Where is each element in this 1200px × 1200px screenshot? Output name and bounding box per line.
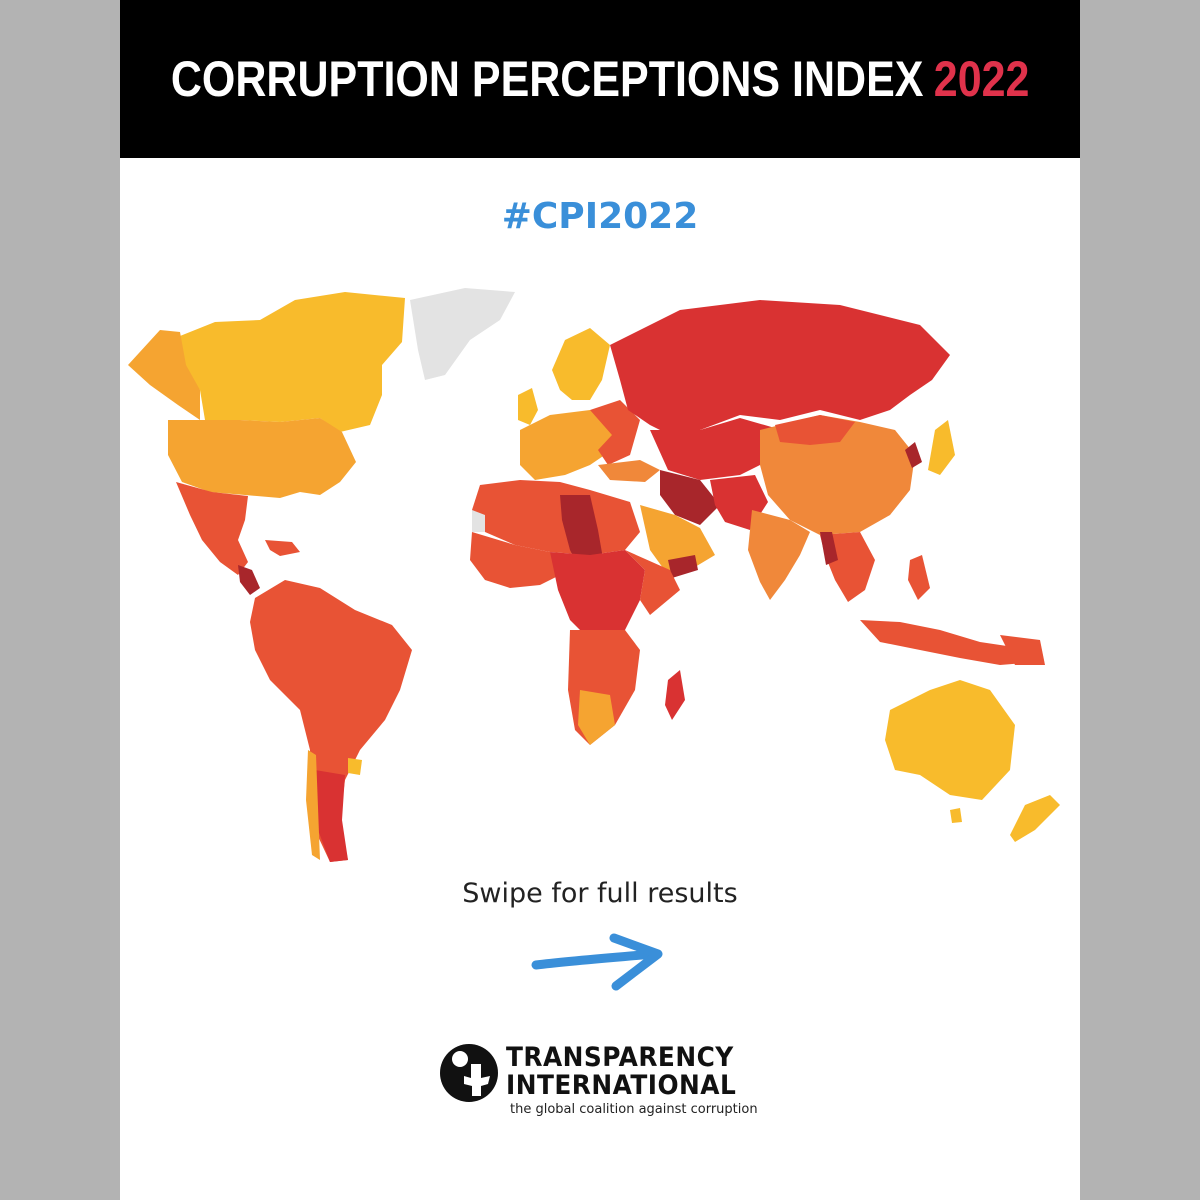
region-papua xyxy=(1000,635,1045,665)
region-madagascar xyxy=(665,670,685,720)
region-greenland xyxy=(410,288,515,380)
region-south-america xyxy=(250,580,412,862)
region-arabia xyxy=(640,505,715,575)
title-text: CORRUPTION PERCEPTIONS INDEX xyxy=(170,51,924,107)
region-alaska xyxy=(128,330,200,420)
region-argentina-south xyxy=(315,770,348,862)
region-myanmar xyxy=(820,532,838,565)
region-caribbean xyxy=(265,540,300,556)
region-west-africa xyxy=(470,532,560,588)
region-usa xyxy=(168,418,356,498)
region-chile xyxy=(306,750,320,860)
region-scandinavia xyxy=(552,328,610,400)
transparency-international-logo-icon xyxy=(440,1044,498,1102)
region-korea xyxy=(905,442,922,468)
region-western-sahara xyxy=(472,510,485,532)
logo-tagline: the global coalition against corruption xyxy=(510,1102,758,1117)
region-uk-ireland xyxy=(518,388,538,425)
swipe-instruction: Swipe for full results xyxy=(462,878,738,909)
region-central-asia xyxy=(650,418,775,480)
region-iran-iraq xyxy=(660,470,720,525)
region-central-america xyxy=(238,565,260,595)
region-mexico xyxy=(176,482,248,575)
region-central-africa xyxy=(550,550,645,640)
region-new-zealand xyxy=(1010,795,1060,842)
logo-line-international: INTERNATIONAL xyxy=(506,1070,737,1101)
world-map xyxy=(128,288,1060,862)
region-turkey xyxy=(598,460,660,482)
transparency-international-logo[interactable]: TRANSPARENCY INTERNATIONAL the global co… xyxy=(438,1038,778,1128)
title-year: 2022 xyxy=(933,51,1030,107)
page-title: CORRUPTION PERCEPTIONS INDEX 2022 xyxy=(171,50,1030,108)
region-philippines xyxy=(908,555,930,600)
region-uruguay xyxy=(348,758,362,775)
region-indonesia xyxy=(860,620,1038,665)
region-india xyxy=(748,510,810,600)
region-japan xyxy=(928,420,955,475)
title-banner: CORRUPTION PERCEPTIONS INDEX 2022 xyxy=(120,0,1080,158)
right-arrow-icon[interactable] xyxy=(528,928,668,998)
region-horn-africa xyxy=(625,550,680,615)
logo-line-transparency: TRANSPARENCY xyxy=(506,1042,734,1073)
region-china xyxy=(760,415,915,535)
region-tasmania xyxy=(950,808,962,823)
region-botswana-namibia xyxy=(578,690,615,745)
region-mongolia xyxy=(775,415,855,445)
region-eastern-europe xyxy=(590,400,640,465)
region-yemen xyxy=(668,555,698,578)
region-western-europe xyxy=(520,410,615,480)
cpi-card: CORRUPTION PERCEPTIONS INDEX 2022 #CPI202… xyxy=(120,0,1080,1200)
region-canada xyxy=(175,292,405,432)
hashtag: #CPI2022 xyxy=(501,196,699,237)
region-russia xyxy=(610,300,950,435)
region-australia xyxy=(885,680,1015,800)
